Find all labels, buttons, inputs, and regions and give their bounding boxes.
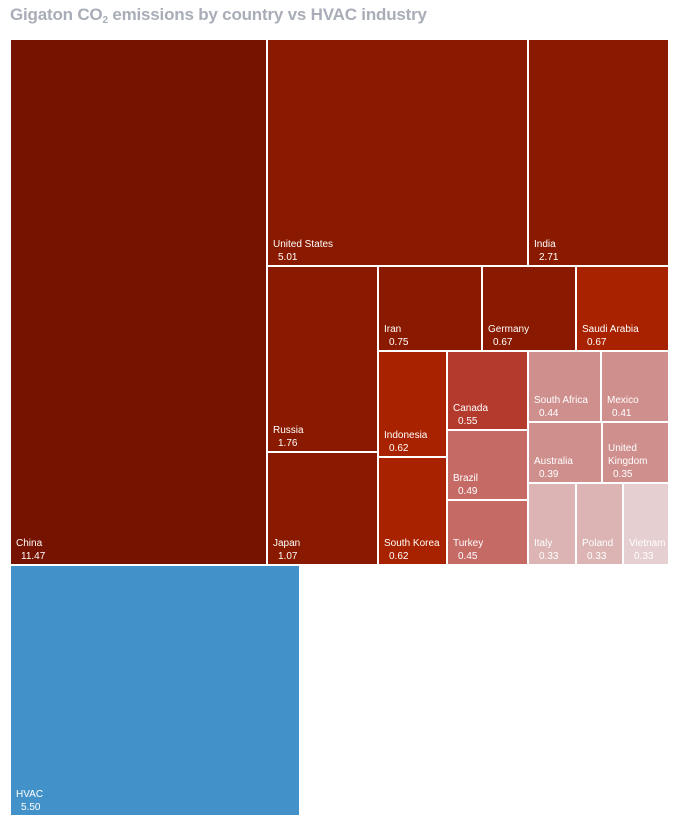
tile-value-italy: 0.33: [539, 551, 559, 562]
tile-mexico: Mexico 0.41: [602, 352, 668, 421]
tile-china: China 11.47: [11, 40, 266, 564]
tile-label-indonesia: Indonesia: [384, 430, 428, 441]
tile-label-japan: Japan: [273, 538, 300, 549]
tile-rect-poland: [577, 484, 622, 564]
tile-poland: Poland 0.33: [577, 484, 622, 564]
tile-label-vietnam: Vietnam: [629, 538, 666, 549]
tile-value-russia: 1.76: [278, 438, 298, 449]
tile-australia: Australia 0.39: [529, 423, 601, 482]
tile-label-iran: Iran: [384, 324, 401, 335]
tile-value-saudi-arabia: 0.67: [587, 337, 607, 348]
tile-label-mexico: Mexico: [607, 395, 639, 406]
tile-label-china: China: [16, 538, 43, 549]
tile-label-russia: Russia: [273, 425, 304, 436]
tile-value-india: 2.71: [539, 252, 559, 263]
tile-value-hvac: 5.50: [21, 802, 41, 813]
tile-rect-indonesia: [379, 352, 446, 456]
tile-rect-germany: [483, 267, 575, 350]
tile-russia: Russia 1.76: [268, 267, 377, 451]
tile-rect-italy: [529, 484, 575, 564]
tile-saudi-arabia: Saudi Arabia 0.67: [577, 267, 668, 350]
tile-rect-canada: [448, 352, 527, 429]
tile-label-germany: Germany: [488, 324, 529, 335]
tile-label-turkey: Turkey: [453, 538, 483, 549]
tile-rect-united-kingdom: [603, 423, 668, 482]
tile-value-united-states: 5.01: [278, 252, 298, 263]
tile-rect-india: [529, 40, 668, 265]
tile-rect-south-africa: [529, 352, 600, 421]
tile-rect-brazil: [448, 431, 527, 499]
chart-title-suffix: emissions by country vs HVAC industry: [107, 5, 427, 24]
tile-label-united-kingdom-1: United: [608, 443, 637, 454]
tile-rect-japan: [268, 453, 377, 564]
tile-label-canada: Canada: [453, 403, 488, 414]
tile-south-korea: South Korea 0.62: [379, 458, 446, 564]
tile-indonesia: Indonesia 0.62: [379, 352, 446, 456]
tile-value-vietnam: 0.33: [634, 551, 654, 562]
tile-value-indonesia: 0.62: [389, 443, 409, 454]
tile-label-india: India: [534, 239, 556, 250]
tile-rect-south-korea: [379, 458, 446, 564]
tile-rect-hvac: [11, 566, 299, 815]
tile-value-mexico: 0.41: [612, 408, 632, 419]
tile-vietnam: Vietnam 0.33: [624, 484, 668, 564]
tile-label-saudi-arabia: Saudi Arabia: [582, 324, 639, 335]
tile-label-united-states: United States: [273, 239, 333, 250]
chart-title-prefix: Gigaton CO: [10, 5, 103, 24]
tile-iran: Iran 0.75: [379, 267, 481, 350]
tile-value-turkey: 0.45: [458, 551, 478, 562]
tile-rect-turkey: [448, 501, 527, 564]
tile-value-japan: 1.07: [278, 551, 298, 562]
chart-title: Gigaton CO2 emissions by country vs HVAC…: [10, 5, 427, 26]
tile-india: India 2.71: [529, 40, 668, 265]
tile-value-australia: 0.39: [539, 469, 559, 480]
tile-brazil: Brazil 0.49: [448, 431, 527, 499]
tile-canada: Canada 0.55: [448, 352, 527, 429]
tile-turkey: Turkey 0.45: [448, 501, 527, 564]
tile-rect-iran: [379, 267, 481, 350]
tile-value-germany: 0.67: [493, 337, 513, 348]
tile-rect-united-states: [268, 40, 527, 265]
tile-label-united-kingdom-2: Kingdom: [608, 456, 647, 467]
tile-japan: Japan 1.07: [268, 453, 377, 564]
tile-label-south-korea: South Korea: [384, 538, 440, 549]
tile-label-poland: Poland: [582, 538, 613, 549]
tile-value-iran: 0.75: [389, 337, 409, 348]
tile-rect-russia: [268, 267, 377, 451]
tile-label-brazil: Brazil: [453, 473, 478, 484]
tile-united-kingdom: United Kingdom 0.35: [603, 423, 668, 482]
tile-label-hvac: HVAC: [16, 789, 43, 800]
tile-value-poland: 0.33: [587, 551, 607, 562]
tile-germany: Germany 0.67: [483, 267, 575, 350]
tile-italy: Italy 0.33: [529, 484, 575, 564]
tile-value-south-africa: 0.44: [539, 408, 559, 419]
tile-united-states: United States 5.01: [268, 40, 527, 265]
tile-label-italy: Italy: [534, 538, 552, 549]
tile-value-brazil: 0.49: [458, 486, 478, 497]
tile-value-south-korea: 0.62: [389, 551, 409, 562]
tile-hvac: HVAC 5.50: [11, 566, 299, 815]
tile-rect-saudi-arabia: [577, 267, 668, 350]
tile-label-australia: Australia: [534, 456, 573, 467]
tile-label-south-africa: South Africa: [534, 395, 588, 406]
tile-rect-vietnam: [624, 484, 668, 564]
tile-rect-china: [11, 40, 266, 564]
chart-title-subscript: 2: [102, 15, 108, 26]
tile-south-africa: South Africa 0.44: [529, 352, 600, 421]
tile-rect-mexico: [602, 352, 668, 421]
tile-rect-australia: [529, 423, 601, 482]
tile-value-united-kingdom: 0.35: [613, 469, 633, 480]
tile-value-china: 11.47: [21, 551, 46, 562]
tile-value-canada: 0.55: [458, 416, 478, 427]
